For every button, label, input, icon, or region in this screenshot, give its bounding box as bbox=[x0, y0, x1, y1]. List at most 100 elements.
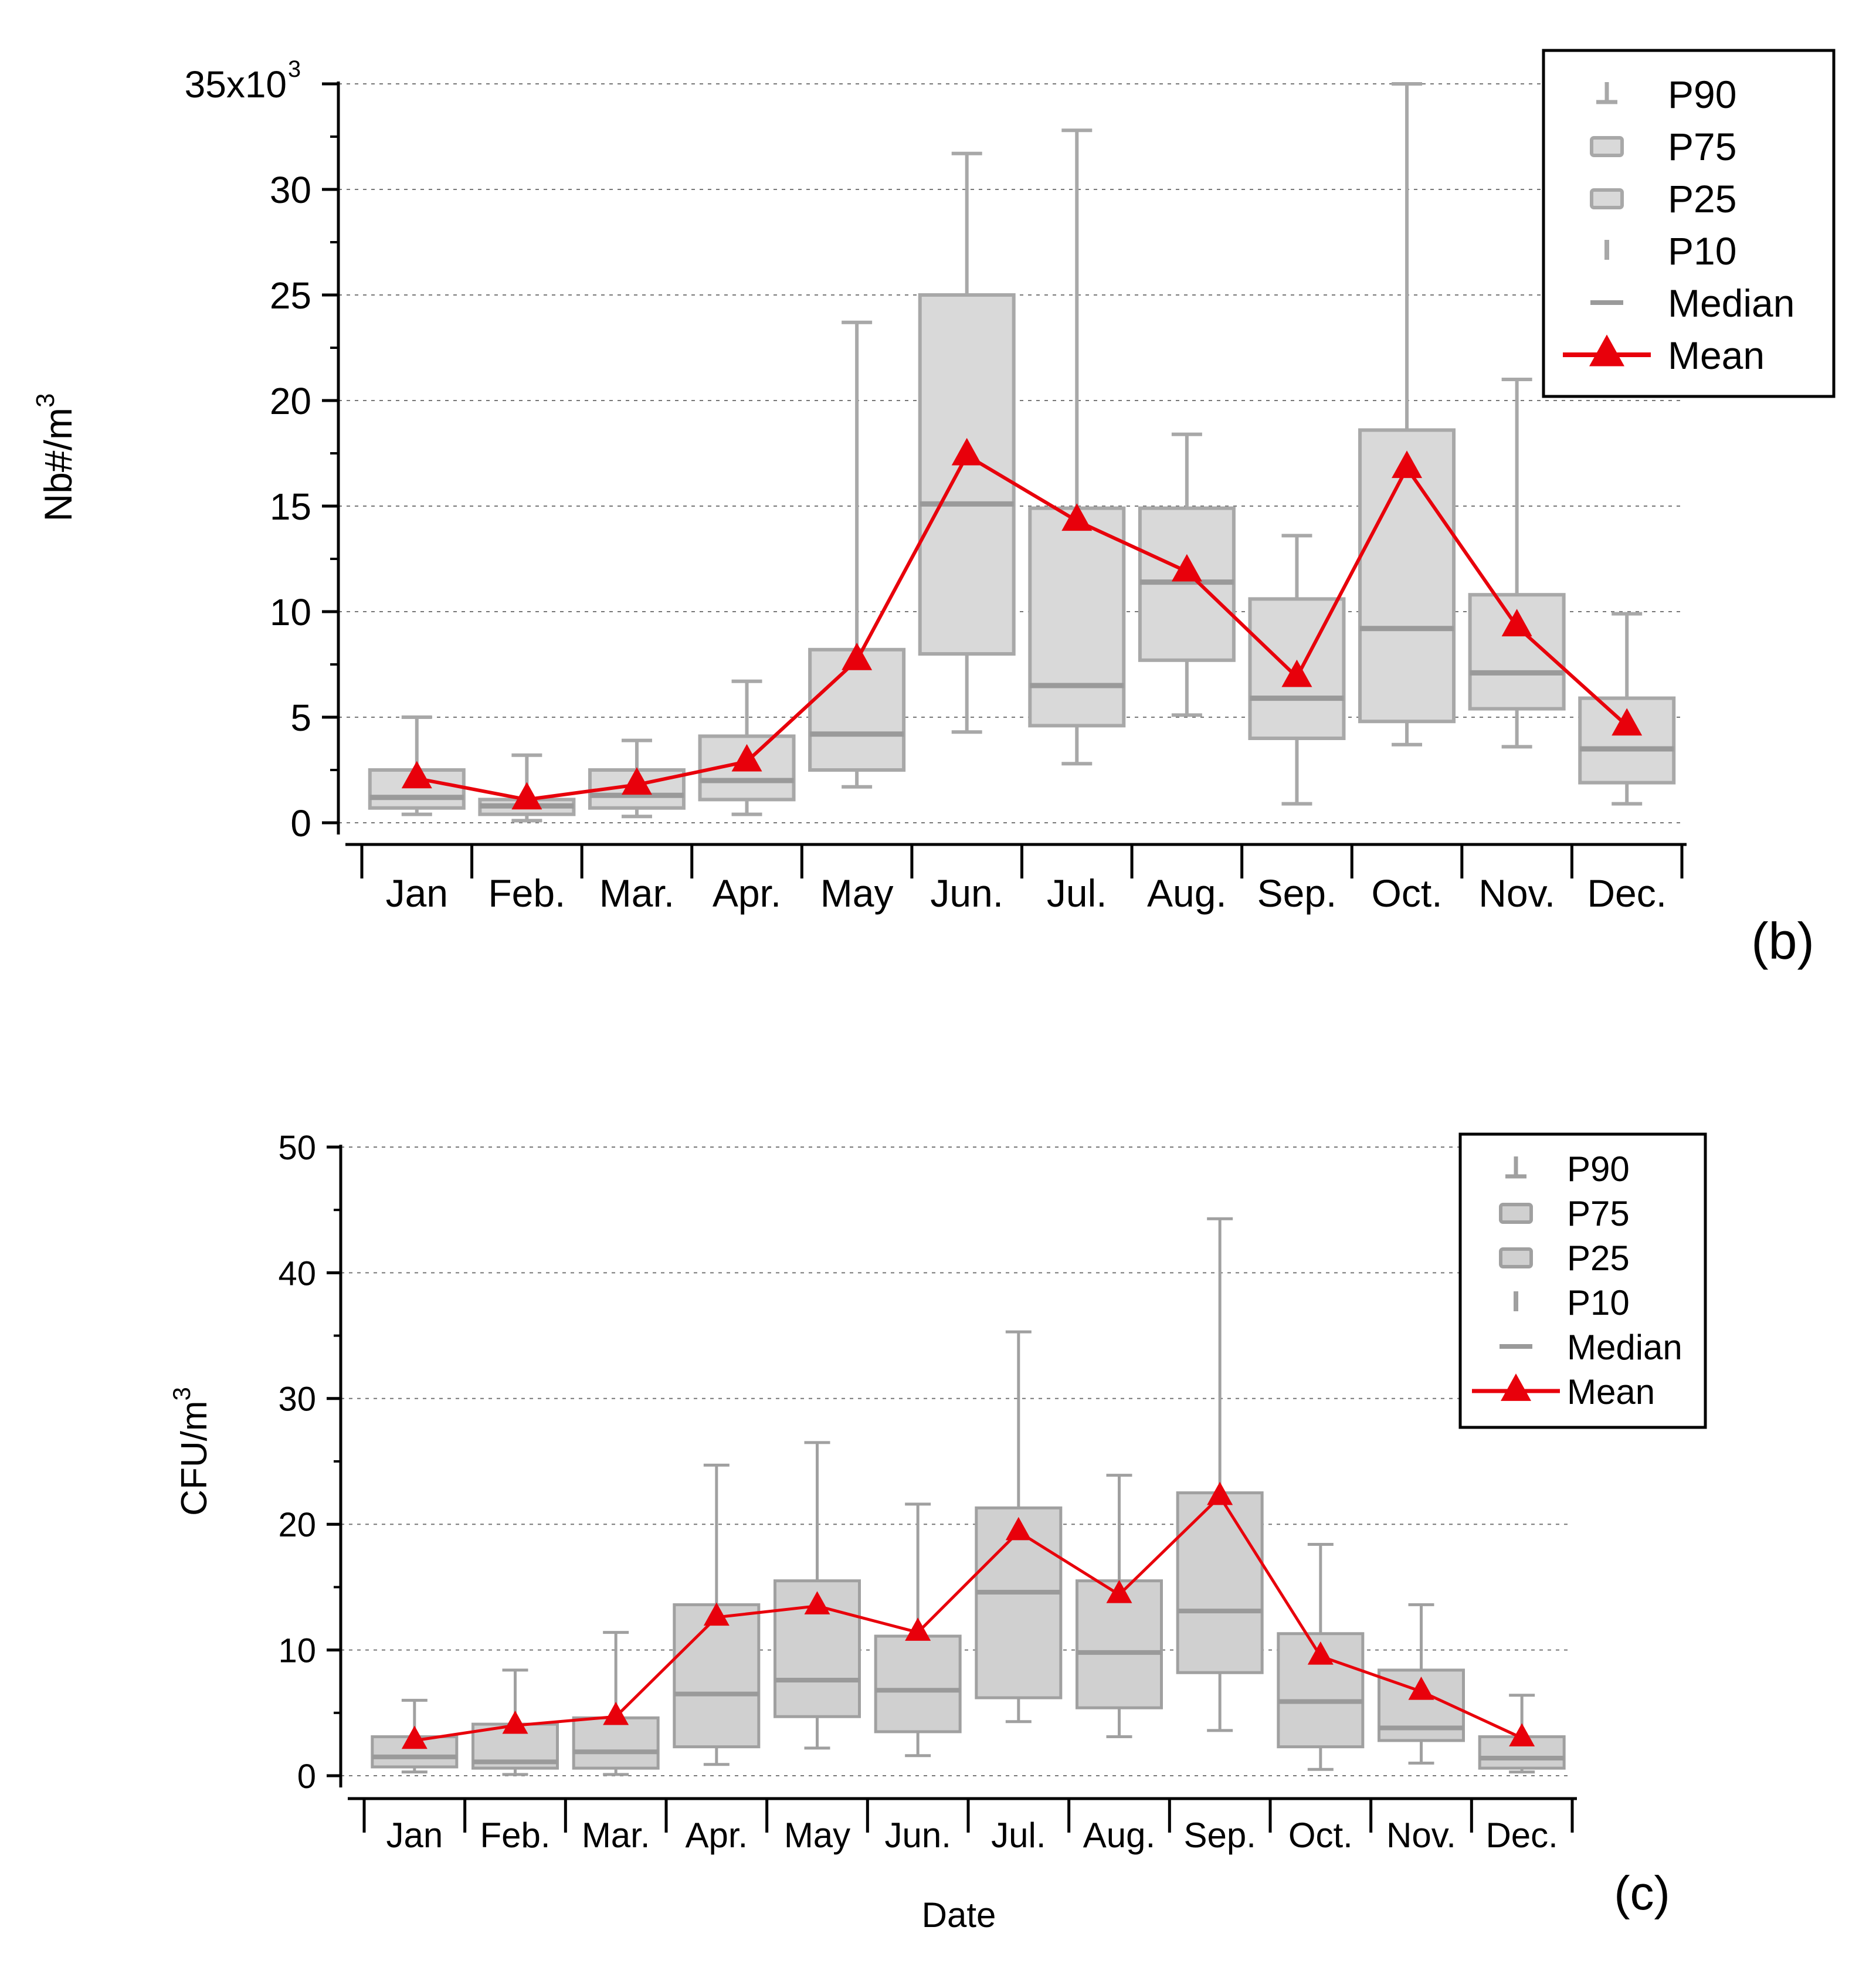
legend-symbol-mean-marker bbox=[1501, 1373, 1531, 1401]
legend-item-mean: Mean bbox=[1563, 334, 1765, 377]
legend-symbol-box bbox=[1499, 1247, 1533, 1268]
chart-b: 0 5 10 15 20 25 30 35x10 3 Jan Feb. Mar. Apr. May Jun.… bbox=[31, 49, 1836, 970]
mean-marker bbox=[1061, 503, 1093, 531]
y-axis-label: CFU/m3 bbox=[168, 1387, 215, 1516]
mean-line bbox=[414, 1495, 1523, 1742]
mean-marker bbox=[1509, 1723, 1535, 1746]
legend-item-p90: P90 bbox=[1596, 73, 1736, 116]
x-axis-label: Date bbox=[922, 1895, 996, 1935]
box-sep bbox=[1176, 1217, 1264, 1732]
box-jul bbox=[1028, 128, 1126, 766]
y-tick-label: 20 bbox=[270, 380, 311, 422]
x-tick-label: Dec. bbox=[1485, 1816, 1558, 1855]
y-tick-label: 20 bbox=[278, 1506, 316, 1544]
x-tick-label: Dec. bbox=[1587, 871, 1667, 915]
legend-label: P25 bbox=[1668, 177, 1736, 220]
mean-marker bbox=[905, 1617, 931, 1641]
legend-label: Median bbox=[1567, 1328, 1682, 1367]
box-apr bbox=[673, 1463, 761, 1766]
x-tick-label: Jul. bbox=[1047, 871, 1107, 915]
legend-item-p75: P75 bbox=[1499, 1194, 1630, 1233]
mean-marker bbox=[1501, 609, 1532, 637]
y-tick-label: 10 bbox=[270, 591, 311, 633]
legend-frame bbox=[1458, 1132, 1707, 1429]
x-tick-label: Nov. bbox=[1386, 1816, 1456, 1855]
mean-marker bbox=[1281, 659, 1312, 687]
y-tick-label: 0 bbox=[290, 802, 311, 844]
box-oct bbox=[1358, 82, 1456, 747]
legend-item-p25: P25 bbox=[1499, 1239, 1630, 1278]
legend-label: P10 bbox=[1668, 229, 1736, 273]
legend-frame bbox=[1542, 49, 1836, 398]
mean-series bbox=[401, 1481, 1535, 1749]
legend-b: P90 P75 P25 P10 Median Mean bbox=[1542, 49, 1836, 398]
mean-marker bbox=[1408, 1677, 1434, 1700]
box-nov bbox=[1468, 378, 1566, 749]
mean-marker bbox=[621, 767, 652, 795]
x-tick-label: Apr. bbox=[713, 871, 781, 915]
legend-label: Mean bbox=[1567, 1372, 1655, 1412]
chart-c: 0 10 20 30 40 50 Jan Feb. Mar. Apr. May Jun. Jul. Aug… bbox=[168, 1129, 1707, 1935]
x-tick-label: Aug. bbox=[1083, 1816, 1155, 1855]
mean-marker bbox=[603, 1701, 629, 1725]
box-iqr bbox=[1358, 428, 1456, 724]
legend-label: P90 bbox=[1668, 73, 1736, 116]
x-tick-label: Feb. bbox=[488, 871, 565, 915]
box-iqr bbox=[874, 1634, 962, 1733]
legend-symbol-p90 bbox=[1505, 1156, 1526, 1179]
gridlines bbox=[338, 83, 1682, 823]
box-series bbox=[368, 82, 1676, 823]
box-series bbox=[371, 1217, 1566, 1776]
mean-line bbox=[416, 453, 1629, 802]
x-tick-label: Mar. bbox=[582, 1816, 650, 1855]
mean-marker bbox=[951, 437, 982, 466]
x-tick-label: May bbox=[820, 871, 894, 915]
x-tick-label: Apr. bbox=[685, 1816, 748, 1855]
mean-marker bbox=[1207, 1481, 1233, 1505]
mean-series bbox=[401, 437, 1643, 810]
y-axis-label: Nb#/m3 bbox=[31, 393, 80, 522]
panel-label-b: (b) bbox=[1751, 912, 1814, 970]
legend-label: P90 bbox=[1567, 1149, 1630, 1189]
x-tick-label: Jan bbox=[386, 871, 448, 915]
legend-item-p90: P90 bbox=[1505, 1149, 1630, 1189]
box-iqr bbox=[673, 1603, 761, 1749]
legend-item-p75: P75 bbox=[1590, 125, 1736, 168]
box-may bbox=[774, 1441, 861, 1750]
panel-label-c: (c) bbox=[1614, 1867, 1670, 1920]
y-tick-label: 50 bbox=[278, 1129, 316, 1167]
mean-marker bbox=[1307, 1641, 1334, 1665]
y-tick-label-top: 35x10 bbox=[185, 63, 287, 106]
x-tick-label: Feb. bbox=[480, 1816, 550, 1855]
legend-item-p25: P25 bbox=[1590, 177, 1736, 220]
x-tick-label: Jun. bbox=[930, 871, 1003, 915]
box-iqr bbox=[572, 1716, 660, 1770]
y-tick-label: 40 bbox=[278, 1254, 316, 1292]
y-tick-label: 30 bbox=[278, 1380, 316, 1419]
legend-item-median: Median bbox=[1590, 281, 1794, 325]
y-tick-label: 30 bbox=[270, 169, 311, 211]
x-tick-label: Mar. bbox=[599, 871, 674, 915]
legend-symbol-p90 bbox=[1596, 82, 1617, 104]
legend-label: P75 bbox=[1567, 1194, 1630, 1233]
y-tick-label: 5 bbox=[290, 697, 311, 739]
legend-item-median: Median bbox=[1500, 1328, 1682, 1367]
mean-marker bbox=[1392, 450, 1423, 479]
y-tick-label: 10 bbox=[278, 1631, 316, 1670]
y-tick-label: 15 bbox=[270, 486, 311, 528]
mean-marker bbox=[1005, 1517, 1032, 1541]
box-aug bbox=[1138, 432, 1236, 717]
box-jul bbox=[975, 1330, 1063, 1724]
mean-marker bbox=[401, 761, 432, 789]
mean-marker bbox=[703, 1602, 730, 1626]
axes: 0 5 10 15 20 25 30 35x10 3 Jan Feb. Mar. Apr. May Jun.… bbox=[185, 56, 1687, 915]
box-aug bbox=[1076, 1474, 1163, 1739]
mean-marker bbox=[1612, 708, 1643, 736]
mean-marker bbox=[731, 744, 762, 772]
mean-marker bbox=[511, 782, 542, 810]
x-tick-label: Jun. bbox=[884, 1816, 951, 1855]
x-tick-label: Nov. bbox=[1478, 871, 1555, 915]
legend-symbol-box bbox=[1590, 136, 1624, 157]
legend-symbol-mean-marker bbox=[1589, 334, 1624, 367]
